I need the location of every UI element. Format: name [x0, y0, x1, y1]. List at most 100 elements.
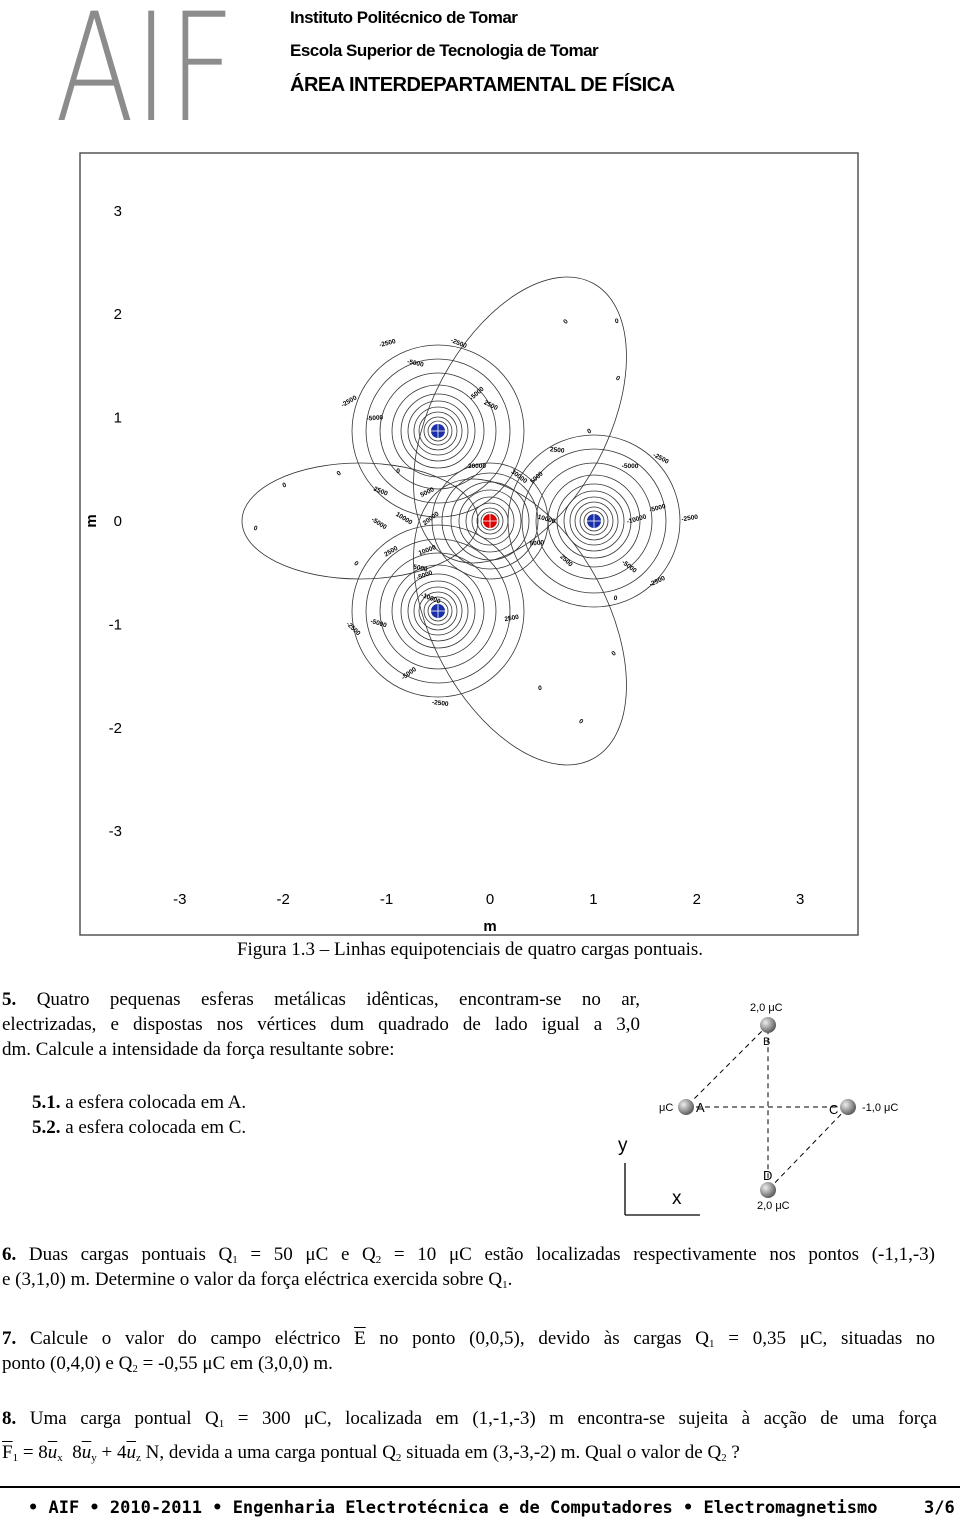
contour [521, 448, 667, 594]
school: Escola Superior de Tecnologia de Tomar [290, 41, 599, 60]
vector: u [126, 1442, 137, 1463]
contour [400, 393, 476, 469]
figure-frame [79, 152, 859, 936]
text: e (3,1,0) m. Determine o valor da força … [2, 1269, 503, 1290]
text-line: e (3,1,0) m. Determine o valor da força … [2, 1267, 935, 1292]
text-line: 5. Quatro pequenas esferas metálicas idê… [2, 987, 640, 1012]
text: = 0,35 μC, situadas no [714, 1328, 935, 1349]
contour-label: -2500 [345, 621, 362, 638]
subscript: 1 [232, 1254, 238, 1266]
subscript: 2 [721, 1452, 727, 1464]
contour [423, 416, 453, 446]
charge-label: 2,0 μC [757, 1200, 790, 1212]
text: Uma carga pontual Q [29, 1408, 219, 1429]
contour [441, 472, 539, 570]
sphere [760, 1017, 776, 1033]
contour-label: 2500 [550, 446, 565, 455]
x-tick-label: 1 [589, 891, 597, 908]
area: ÁREA INTERDEPARTAMENTAL DE FÍSICA [290, 74, 675, 96]
contour [423, 596, 453, 626]
zero-contour [413, 276, 627, 564]
contour [569, 496, 619, 546]
charge-label: μC [659, 1102, 673, 1114]
number: 7. [2, 1328, 17, 1349]
contour-label: -5000 [366, 414, 383, 422]
y-tick-label: 3 [114, 203, 122, 220]
sphere [678, 1099, 694, 1115]
subscript: 1 [502, 1279, 508, 1291]
number: 8. [2, 1408, 17, 1429]
contour-label: 0 [562, 318, 570, 326]
vertex-label: C [829, 1102, 838, 1117]
text: ponto (0,4,0) e Q [2, 1353, 133, 1374]
vector: F [2, 1442, 13, 1463]
vertex-label: A [696, 1100, 705, 1115]
contour-label: 0 [586, 428, 593, 436]
vertex-label: B [763, 1036, 770, 1048]
subscript: 1 [218, 1418, 225, 1430]
contour-label: -5000 [622, 463, 639, 470]
y-tick-label: -2 [109, 720, 122, 737]
number: 5.1. [32, 1092, 61, 1113]
contour-label: 0 [577, 718, 584, 726]
contour [480, 511, 500, 531]
square [684, 1023, 850, 1192]
contour [465, 496, 515, 546]
footer-text: • AIF • 2010-2011 • Engenharia Electroté… [28, 1498, 878, 1518]
contour [418, 591, 458, 631]
contour-label: 0 [615, 318, 620, 325]
contour-label: -2500 [681, 514, 699, 524]
text-line: 7. Calcule o valor do campo eléctrico E … [2, 1326, 935, 1351]
header-graphics: AIF [55, 0, 235, 150]
contour [400, 573, 476, 649]
x-axis-label: m [483, 918, 496, 935]
contour-label: 0 [538, 685, 542, 692]
text: a esfera colocada em C. [65, 1117, 247, 1138]
contour-label: 0 [396, 468, 400, 475]
text: + 4 [96, 1442, 127, 1463]
y-tick-label: -1 [109, 616, 122, 633]
contour-label: 20000 [422, 510, 441, 527]
contour [476, 507, 504, 535]
contour-label: 2500 [504, 614, 520, 623]
contour-label: 5000 [413, 564, 429, 574]
contour-label: 0 [253, 525, 259, 533]
x-tick-label: 3 [796, 891, 804, 908]
number: 5.2. [32, 1117, 61, 1138]
contour [574, 501, 614, 541]
y-tick-label: 1 [114, 410, 122, 427]
text: a esfera colocada em A. [65, 1092, 247, 1113]
number: 6. [2, 1244, 17, 1265]
x-tick-label: -1 [380, 891, 393, 908]
text-line: 8. Uma carga pontual Q1 = 300 μC, locali… [2, 1406, 937, 1431]
square-diagram: 2,0 μC B μC A C -1,0 μC D 2,0 μC y x [618, 1002, 898, 1216]
contour-label: 0 [336, 470, 343, 478]
contour [351, 524, 525, 698]
contour-label: -5000 [406, 358, 424, 368]
text: = -0,55 μC em (3,0,0) m. [137, 1353, 333, 1374]
axis-label: x [672, 1188, 682, 1209]
equipotential-figure: -3 -2 -1 0 1 2 3 -3 -2 -1 0 1 2 3 m m 0 0 0 0 0 0 0 0 0 0 0 0 0 -2500… [79, 152, 859, 936]
contour [556, 483, 632, 559]
contour-label: 20000 [468, 463, 486, 470]
y-tick-label: 0 [114, 513, 122, 530]
contour [563, 490, 625, 552]
text: = 300 μC, localizada em (1,-1,-3) m enco… [224, 1408, 937, 1429]
contour [579, 506, 609, 536]
text: situada em (3,-3,-2) m. Qual o valor de … [401, 1442, 722, 1463]
caption: Figura 1.3 – Linhas equipotenciais de qu… [236, 939, 704, 960]
text-line: electrizadas, e dispostas nos vértices d… [2, 1014, 640, 1035]
contour [413, 406, 463, 456]
contour-label: -5000 [468, 386, 485, 402]
sphere [840, 1099, 856, 1115]
contour [391, 564, 485, 658]
contour [427, 600, 449, 622]
axis-label: y [618, 1135, 628, 1156]
contour [365, 358, 511, 504]
contour-label: -2500 [379, 338, 397, 349]
contour-label: 2500 [558, 553, 574, 568]
contour-label: -2500 [450, 337, 468, 350]
text-line: dm. Calcule a intensidade da força resul… [2, 1039, 395, 1060]
contour [471, 502, 509, 540]
